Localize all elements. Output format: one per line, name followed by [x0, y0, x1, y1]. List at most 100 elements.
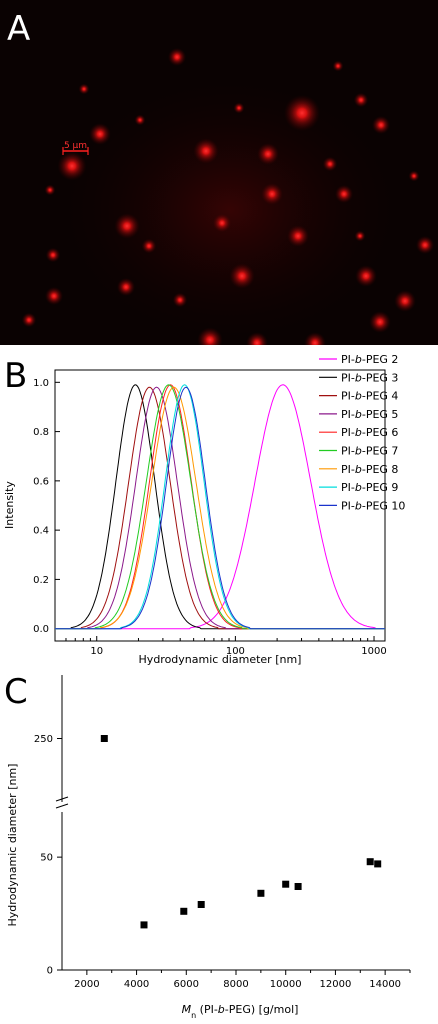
chart-b-y-label: Intensity	[3, 481, 16, 529]
series-line	[55, 386, 385, 630]
particle	[49, 251, 57, 259]
particle	[292, 103, 312, 123]
particle	[47, 187, 53, 193]
data-point	[282, 880, 290, 888]
particle	[25, 316, 33, 324]
particle	[360, 270, 372, 282]
chart-c: C 2000 4000 6000 8000 10000 12000 14000 0 50 250…	[4, 672, 411, 1020]
particle	[217, 218, 227, 228]
particle	[236, 105, 242, 111]
particle	[121, 282, 131, 292]
chart-c-x-label: Mn (PI-b-PEG) [g/mol]	[182, 1003, 299, 1020]
fluorescent-particles	[21, 48, 434, 345]
chart-c-x-label-m: M	[182, 1003, 192, 1016]
particle	[374, 316, 386, 328]
data-point	[294, 883, 302, 890]
chart-c-x-axis: 2000 4000 6000 8000 10000 12000 14000	[74, 970, 411, 990]
particle	[262, 148, 274, 160]
chart-b-x-label: Hydrodynamic diameter [nm]	[139, 653, 302, 666]
data-point	[366, 858, 374, 866]
particle	[399, 295, 411, 307]
particle	[145, 242, 153, 250]
data-point	[197, 901, 205, 908]
chart-c-points	[100, 735, 382, 929]
chart-c-y-axis: 0 50 250	[34, 734, 62, 977]
particle	[94, 128, 106, 140]
legend-label: PI-b-PEG 5	[341, 408, 398, 421]
y-tick-label: 0.2	[33, 575, 49, 586]
micrograph-haze	[50, 70, 410, 345]
panel-c-letter: C	[4, 672, 28, 712]
y-tick-label: 0.4	[33, 526, 49, 537]
chart-c-y-label: Hydrodynamic diameter [nm]	[6, 764, 19, 927]
data-point	[140, 921, 148, 929]
particle	[339, 189, 349, 199]
particle	[335, 63, 341, 69]
panel-b-letter: B	[4, 356, 27, 396]
legend-label: PI-b-PEG 7	[341, 445, 398, 458]
particle	[203, 333, 217, 345]
y-tick-label: 50	[40, 853, 53, 864]
legend-label: PI-b-PEG 4	[341, 390, 398, 403]
x-tick-label: 2000	[74, 979, 99, 990]
scale-bar-label: 5 µm	[64, 141, 87, 151]
particle	[266, 188, 278, 200]
particle	[120, 219, 134, 233]
particle	[235, 269, 249, 283]
series-line	[55, 384, 385, 630]
series-line	[55, 384, 385, 630]
y-tick-label: 250	[34, 734, 53, 745]
x-tick-label: 1000	[361, 646, 386, 657]
particle	[199, 144, 213, 158]
series-line	[55, 386, 385, 630]
particle	[49, 291, 59, 301]
chart-c-x-label-post: -PEG) [g/mol]	[225, 1003, 299, 1016]
particle	[420, 240, 430, 250]
y-tick-label: 0.6	[33, 476, 49, 487]
series-line	[55, 384, 385, 630]
particle	[376, 120, 386, 130]
data-point	[180, 907, 188, 915]
x-tick-label: 8000	[223, 979, 248, 990]
particle	[137, 117, 143, 123]
chart-c-x-label-sub: n	[191, 1011, 196, 1020]
particle	[326, 160, 334, 168]
particle	[81, 86, 87, 92]
chart-c-x-label-em: b	[218, 1003, 225, 1016]
y-tick-label: 0.8	[33, 427, 49, 438]
scale-bar: 5 µm	[62, 141, 89, 155]
series-line	[55, 384, 385, 630]
particle	[251, 337, 263, 345]
chart-b: B 10 100 1000 0.0 0.2 0.4 0.6 0.8 1.0 PI-b-PEG …	[3, 353, 405, 666]
data-point	[257, 889, 265, 897]
particle	[357, 96, 365, 104]
legend-label: PI-b-PEG 3	[341, 371, 398, 384]
series-line	[55, 386, 385, 630]
chart-b-y-axis: 0.0 0.2 0.4 0.6 0.8 1.0	[33, 378, 60, 635]
series-line	[55, 384, 385, 630]
particle	[411, 173, 417, 179]
legend-label: PI-b-PEG 10	[341, 499, 405, 512]
chart-c-axes	[55, 675, 410, 971]
particle	[292, 230, 304, 242]
y-tick-label: 1.0	[33, 378, 49, 389]
x-tick-label: 10000	[270, 979, 302, 990]
axis-break-marker	[55, 796, 69, 809]
chart-b-series	[55, 384, 385, 630]
micrograph-panel: 5 µm A	[0, 0, 438, 345]
y-tick-label: 0.0	[33, 624, 49, 635]
x-tick-label: 12000	[320, 979, 352, 990]
particle	[172, 52, 182, 62]
legend-label: PI-b-PEG 8	[341, 463, 398, 476]
data-point	[100, 735, 108, 742]
x-tick-label: 4000	[124, 979, 149, 990]
particle	[309, 337, 321, 345]
particle	[176, 296, 184, 304]
legend-label: PI-b-PEG 9	[341, 481, 398, 494]
particle	[64, 158, 80, 174]
data-point	[374, 860, 382, 868]
panel-a-letter: A	[7, 9, 30, 49]
chart-c-x-label-mid: (PI-	[196, 1003, 218, 1016]
y-tick-label: 0	[47, 966, 53, 977]
chart-b-x-axis: 10 100 1000	[54, 636, 387, 657]
